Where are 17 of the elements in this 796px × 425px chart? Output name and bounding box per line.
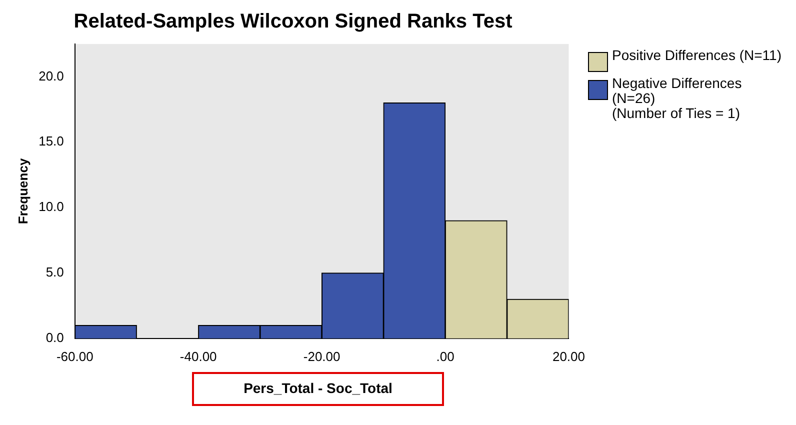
text: (Number of Ties = 1) — [612, 105, 741, 121]
x-axis-title: Pers_Total - Soc_Total — [244, 380, 392, 396]
y-tick-label: 5.0 — [46, 264, 64, 280]
x-tick-label: -60.00 — [56, 348, 94, 364]
x-tick-label: 20.00 — [552, 348, 586, 364]
x-tick-label: .00 — [436, 348, 454, 364]
legend-label: Positive Differences (N=11) — [612, 47, 782, 63]
chart-title: Related-Samples Wilcoxon Signed Ranks Test — [74, 10, 513, 33]
y-tick-label: 0.0 — [46, 330, 64, 345]
y-tick-label: 20.0 — [38, 68, 64, 84]
x-tick-label: -40.00 — [180, 348, 217, 364]
rectangle-outline: Pers_Total - Soc_Total — [192, 372, 444, 406]
x-tick-label: -20.00 — [303, 348, 340, 364]
y-tick-label: 15.0 — [38, 134, 64, 149]
y-tick-label: 10.0 — [38, 199, 64, 214]
legend-label: Negative Differences (N=26) — [612, 75, 743, 106]
y-axis-title: Frequency — [15, 158, 30, 224]
